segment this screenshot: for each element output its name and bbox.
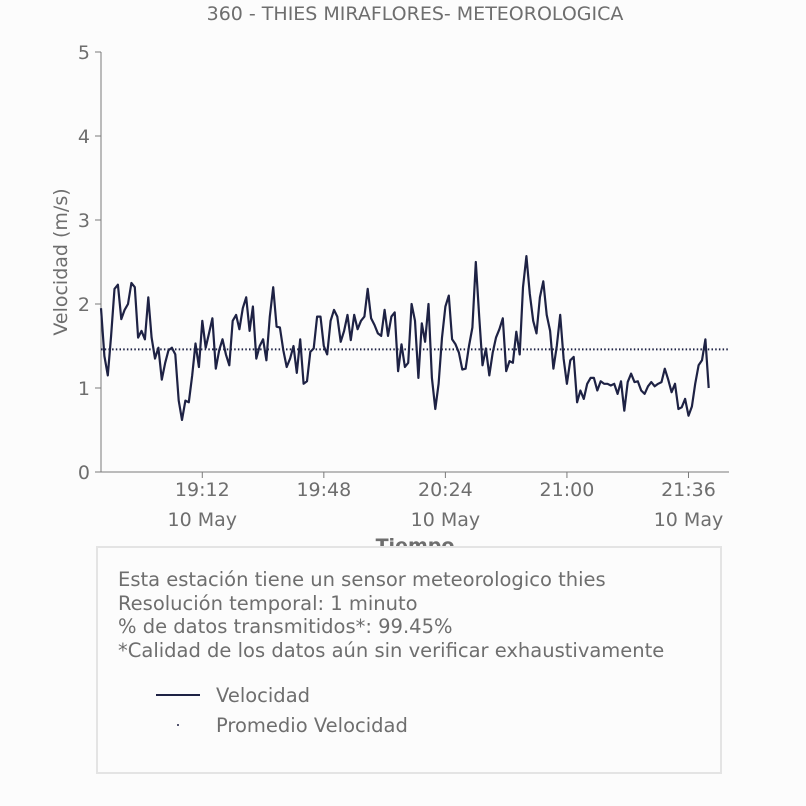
x-tick-label: 20:24 (418, 479, 473, 501)
legend: Velocidad Promedio Velocidad (156, 680, 408, 740)
info-box: Esta estación tiene un sensor meteorolog… (96, 546, 722, 774)
x-tick-date-label: 10 May (654, 509, 724, 531)
x-tick-label: 19:48 (296, 479, 351, 501)
legend-label: Promedio Velocidad (216, 713, 408, 737)
info-text: Esta estación tiene un sensor meteorolog… (118, 568, 664, 662)
y-tick-label: 5 (78, 42, 90, 64)
info-line-transmitted: % de datos transmitidos*: 99.45% (118, 615, 453, 638)
y-tick-label: 2 (78, 294, 90, 316)
legend-label: Velocidad (216, 683, 311, 707)
y-tick-label: 0 (78, 462, 90, 484)
x-tick-label: 21:36 (661, 479, 716, 501)
info-line-sensor: Esta estación tiene un sensor meteorolog… (118, 568, 606, 591)
x-axis: 19:12 10 May 19:48 20:24 10 May 21:00 21:36 10 … (168, 472, 724, 531)
legend-item-velocidad: Velocidad (156, 680, 408, 710)
x-tick-label: 19:12 (175, 479, 230, 501)
info-line-resolution: Resolución temporal: 1 minuto (118, 591, 418, 615)
x-tick-date-label: 10 May (411, 509, 481, 531)
chart-title: 360 - THIES MIRAFLORES- METEOROLOGICA (207, 3, 624, 25)
legend-line-swatch (156, 694, 200, 696)
x-tick-label: 21:00 (540, 479, 595, 501)
legend-item-promedio: Promedio Velocidad (156, 710, 408, 740)
series-velocidad (99, 255, 710, 421)
y-axis: 0 1 2 3 4 5 (78, 42, 101, 484)
y-axis-label: Velocidad (m/s) (50, 188, 72, 335)
y-tick-label: 3 (78, 210, 90, 232)
plot-area (99, 255, 729, 421)
y-tick-label: 1 (78, 378, 90, 400)
y-tick-label: 4 (78, 126, 90, 148)
info-line-quality: *Calidad de los datos aún sin verificar … (118, 638, 665, 662)
x-tick-date-label: 10 May (168, 509, 238, 531)
